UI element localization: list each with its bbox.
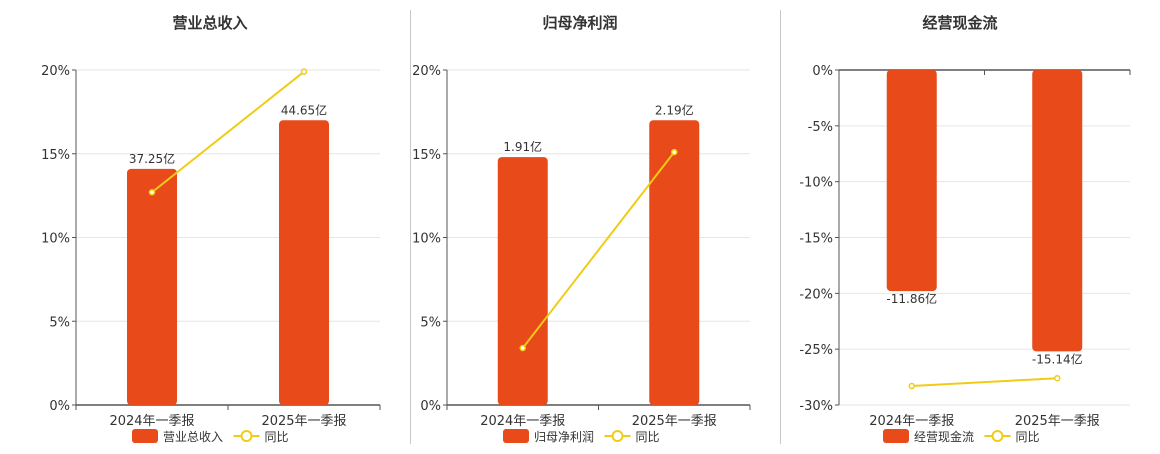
y-tick-label: -10% — [799, 176, 833, 191]
yoy-point — [671, 148, 678, 156]
y-tick-label: 10% — [412, 232, 441, 247]
bar — [1032, 70, 1083, 352]
yoy-point — [1054, 374, 1061, 382]
bar-data-label: 44.65亿 — [281, 102, 327, 117]
bar-data-label: 1.91亿 — [503, 139, 542, 154]
yoy-point — [519, 344, 526, 352]
y-tick-label: 10% — [41, 232, 70, 247]
legend-line-label: 同比 — [636, 430, 660, 444]
chart-panel-cash-flow: 经营现金流 0% -5% -10% -15% -20% -25% -30% -11.86亿 -15… — [781, 0, 1160, 450]
y-tick-label: 15% — [412, 148, 441, 163]
y-tick-label: 20% — [412, 64, 441, 79]
yoy-point — [908, 382, 915, 390]
bar — [279, 120, 329, 405]
bar-data-label: -11.86亿 — [886, 291, 937, 306]
yoy-line — [151, 70, 305, 194]
legend-bar-label: 营业总收入 — [163, 430, 223, 444]
chart-panel-net-profit: 归母净利润 0% 5% 10% 15% 20% 1.91亿 2.19亿 2024年一季报 2025… — [411, 0, 780, 450]
bar-data-label: 2.19亿 — [655, 102, 694, 117]
x-tick-label: 2024年一季报 — [109, 414, 194, 429]
x-tick-label: 2024年一季报 — [869, 414, 954, 429]
yoy-line — [911, 377, 1058, 388]
legend-line-label: 同比 — [1016, 430, 1040, 444]
chart-title: 营业总收入 — [172, 14, 247, 32]
yoy-point — [148, 189, 156, 196]
y-tick-label: 0% — [49, 399, 70, 414]
bar-data-label: -15.14亿 — [1032, 351, 1083, 366]
chart-title: 归母净利润 — [542, 14, 617, 32]
panel-divider — [780, 10, 781, 444]
x-tick-label: 2025年一季报 — [261, 414, 346, 429]
bar-data-label: 37.25亿 — [129, 151, 175, 166]
yoy-line — [521, 151, 676, 349]
chart-panel-revenue: 营业总收入 0% 5% 10% 15% 20% 37.25亿 44.65亿 2024年一季报 20… — [0, 0, 410, 450]
legend-bar-swatch — [132, 429, 158, 443]
y-tick-label: 0% — [420, 399, 441, 414]
legend-line-marker — [611, 430, 624, 442]
legend-line-marker — [240, 430, 253, 442]
y-tick-label: -5% — [808, 120, 833, 135]
y-tick-label: 5% — [420, 315, 441, 330]
y-tick-label: -25% — [799, 343, 833, 358]
x-tick-label: 2025年一季报 — [632, 414, 717, 429]
x-tick-label: 2024年一季报 — [480, 414, 565, 429]
legend-line-label: 同比 — [265, 430, 289, 444]
y-tick-label: 0% — [812, 64, 833, 79]
bar — [649, 120, 700, 405]
bar — [497, 157, 548, 405]
legend-line-marker — [991, 430, 1004, 442]
net-profit-chart: 归母净利润 0% 5% 10% 15% 20% 1.91亿 2.19亿 2024年一季报 2025… — [412, 14, 751, 444]
x-tick-label: 2025年一季报 — [1015, 414, 1100, 429]
y-tick-label: -20% — [799, 287, 833, 302]
bar — [127, 168, 177, 405]
y-tick-label: 20% — [41, 64, 70, 79]
bar — [886, 70, 937, 292]
legend-bar-swatch — [883, 429, 909, 443]
yoy-point — [300, 68, 308, 75]
panel-divider — [410, 10, 411, 444]
revenue-chart: 营业总收入 0% 5% 10% 15% 20% 37.25亿 44.65亿 2024年一季报 20… — [41, 14, 381, 444]
y-tick-label: -30% — [799, 399, 833, 414]
legend-bar-label: 经营现金流 — [914, 429, 974, 444]
y-tick-label: -15% — [799, 232, 833, 247]
legend-bar-label: 归母净利润 — [534, 430, 594, 444]
legend-bar-swatch — [503, 429, 529, 443]
cash-flow-chart: 经营现金流 0% -5% -10% -15% -20% -25% -30% -11.86亿 -15… — [799, 14, 1131, 444]
chart-title: 经营现金流 — [922, 14, 997, 32]
y-tick-label: 5% — [49, 315, 70, 330]
y-tick-label: 15% — [41, 148, 70, 163]
